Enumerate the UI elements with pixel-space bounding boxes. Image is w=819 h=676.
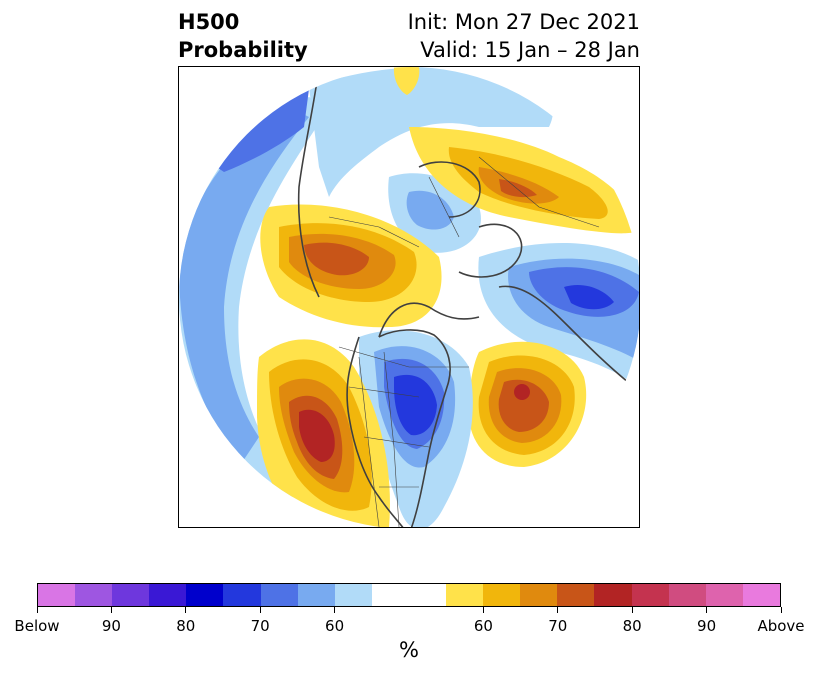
colorbar-tick-label: 70 <box>548 617 568 635</box>
colorbar-tick-label: Above <box>757 617 805 635</box>
colorbar-segment <box>668 584 706 606</box>
colorbar-segment <box>705 584 743 606</box>
probability-colorbar <box>37 583 781 607</box>
colorbar-tick-label: Below <box>14 617 60 635</box>
map-dates: Init: Mon 27 Dec 2021 Valid: 15 Jan – 28… <box>408 8 640 64</box>
colorbar-tick <box>110 607 112 613</box>
colorbar-segment <box>260 584 298 606</box>
colorbar-segment <box>371 584 409 606</box>
colorbar-segment <box>446 584 484 606</box>
colorbar-segment <box>223 584 261 606</box>
colorbar-segment <box>631 584 669 606</box>
colorbar-segment <box>520 584 558 606</box>
borders <box>328 156 600 527</box>
init-date: Init: Mon 27 Dec 2021 <box>407 10 640 34</box>
colorbar-tick-label: 60 <box>473 617 493 635</box>
colorbar-tick <box>259 607 261 613</box>
colorbar-segment <box>112 584 150 606</box>
colorbar-segment <box>483 584 521 606</box>
colorbar-segment <box>38 584 76 606</box>
colorbar-segment <box>742 584 780 606</box>
colorbar-segment <box>75 584 113 606</box>
colorbar-tick <box>185 607 187 613</box>
colorbar-tick-label: 70 <box>250 617 270 635</box>
title-product: Probability <box>178 38 308 62</box>
colorbar-segment <box>186 584 224 606</box>
colorbar-tick <box>36 607 38 613</box>
colorbar-tick <box>706 607 708 613</box>
colorbar-segment <box>408 584 447 606</box>
colorbar-segment <box>594 584 632 606</box>
map-canvas <box>179 67 639 527</box>
title-variable: H500 <box>178 10 240 34</box>
colorbar-segment <box>334 584 372 606</box>
valid-range: Valid: 15 Jan – 28 Jan <box>420 38 640 62</box>
colorbar-tick <box>631 607 633 613</box>
colorbar-tick <box>482 607 484 613</box>
colorbar-tick <box>557 607 559 613</box>
colorbar-segment <box>297 584 335 606</box>
colorbar-tick-label: 80 <box>622 617 642 635</box>
colorbar-tick-label: 80 <box>176 617 196 635</box>
probability-map <box>178 66 640 528</box>
colorbar-segment <box>557 584 595 606</box>
colorbar-tick-label: 90 <box>697 617 717 635</box>
colorbar-segment <box>149 584 187 606</box>
colorbar-tick-label: 90 <box>101 617 121 635</box>
colorbar-tick <box>334 607 336 613</box>
anomaly-shading <box>179 67 639 527</box>
colorbar-tick-label: 60 <box>325 617 345 635</box>
map-title: H500 Probability <box>178 8 308 64</box>
colorbar-tick <box>780 607 782 613</box>
colorbar-unit: % <box>399 638 419 662</box>
